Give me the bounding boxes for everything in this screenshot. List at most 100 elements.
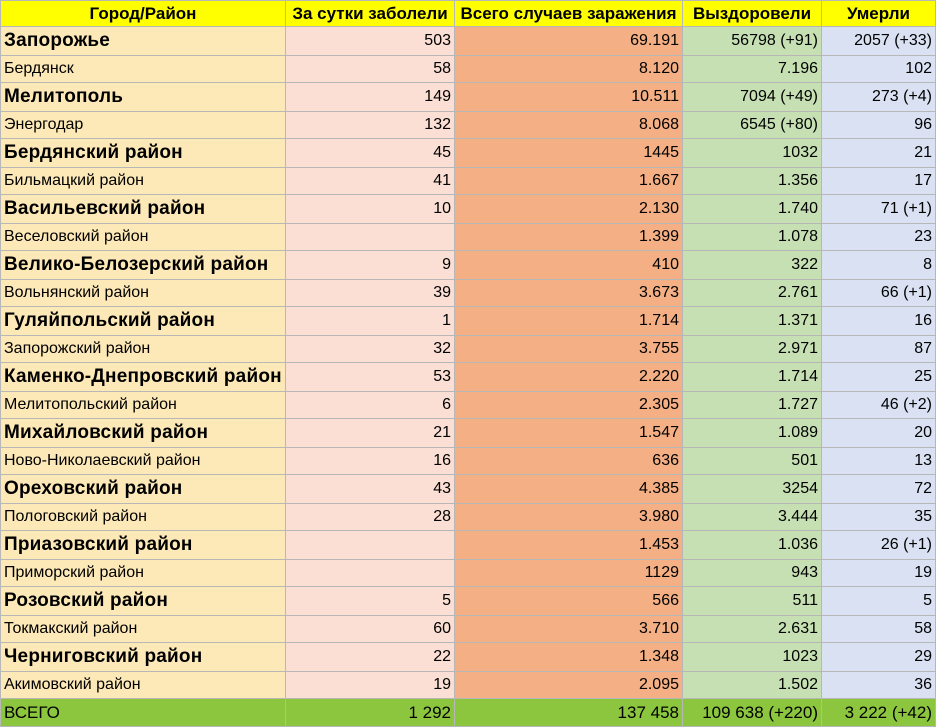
table-row: Пологовский район 28 3.980 3.444 35 [0, 503, 936, 531]
table-row: Веселовский район 1.399 1.078 23 [0, 223, 936, 251]
died-cell: 2057 (+33) [821, 26, 936, 56]
daily-cell: 9 [285, 250, 455, 280]
city-cell: Приазовский район [0, 530, 286, 560]
total-cell: 3.980 [454, 503, 683, 531]
daily-cell: 41 [285, 167, 455, 195]
died-cell: 29 [821, 642, 936, 672]
died-cell: 87 [821, 335, 936, 363]
died-cell: 17 [821, 167, 936, 195]
header-daily: За сутки заболели [285, 0, 455, 27]
daily-cell: 58 [285, 55, 455, 83]
daily-cell: 22 [285, 642, 455, 672]
died-cell: 36 [821, 671, 936, 699]
total-cell: 1445 [454, 138, 683, 168]
died-cell: 66 (+1) [821, 279, 936, 307]
total-cell: 8.120 [454, 55, 683, 83]
daily-cell: 10 [285, 194, 455, 224]
table-row: Приморский район 1129 943 19 [0, 559, 936, 587]
daily-cell: 1 [285, 306, 455, 336]
city-cell: Запорожье [0, 26, 286, 56]
total-cell: 1.348 [454, 642, 683, 672]
city-cell: Гуляйпольский район [0, 306, 286, 336]
total-cell: 10.511 [454, 82, 683, 112]
total-cell: 3.673 [454, 279, 683, 307]
table-row: Ореховский район 43 4.385 3254 72 [0, 474, 936, 504]
died-cell: 5 [821, 586, 936, 616]
died-cell: 72 [821, 474, 936, 504]
died-cell: 19 [821, 559, 936, 587]
daily-cell: 16 [285, 447, 455, 475]
city-cell: Ново-Николаевский район [0, 447, 286, 475]
table-row: Розовский район 5 566 511 5 [0, 586, 936, 616]
recovered-cell: 1.356 [682, 167, 822, 195]
totals-died: 3 222 (+42) [821, 698, 936, 727]
city-cell: Вольнянский район [0, 279, 286, 307]
died-cell: 58 [821, 615, 936, 643]
daily-cell: 53 [285, 362, 455, 392]
died-cell: 71 (+1) [821, 194, 936, 224]
recovered-cell: 3.444 [682, 503, 822, 531]
total-cell: 1.453 [454, 530, 683, 560]
table-row: Приазовский район 1.453 1.036 26 (+1) [0, 530, 936, 560]
table-row: Велико-Белозерский район 9 410 322 8 [0, 250, 936, 280]
died-cell: 20 [821, 418, 936, 448]
died-cell: 25 [821, 362, 936, 392]
table-row: Бердянск 58 8.120 7.196 102 [0, 55, 936, 83]
recovered-cell: 6545 (+80) [682, 111, 822, 139]
daily-cell: 149 [285, 82, 455, 112]
table-row: Мелитопольский район 6 2.305 1.727 46 (+2) [0, 391, 936, 419]
total-cell: 2.220 [454, 362, 683, 392]
total-cell: 2.095 [454, 671, 683, 699]
daily-cell: 6 [285, 391, 455, 419]
daily-cell: 503 [285, 26, 455, 56]
recovered-cell: 1.502 [682, 671, 822, 699]
table-row: Васильевский район 10 2.130 1.740 71 (+1) [0, 194, 936, 224]
died-cell: 21 [821, 138, 936, 168]
total-cell: 4.385 [454, 474, 683, 504]
totals-row: ВСЕГО 1 292 137 458 109 638 (+220) 3 222… [0, 698, 936, 727]
died-cell: 96 [821, 111, 936, 139]
table-row: Бердянский район 45 1445 1032 21 [0, 138, 936, 168]
recovered-cell: 2.971 [682, 335, 822, 363]
recovered-cell: 1.371 [682, 306, 822, 336]
table-row: Запорожский район 32 3.755 2.971 87 [0, 335, 936, 363]
city-cell: Запорожский район [0, 335, 286, 363]
city-cell: Приморский район [0, 559, 286, 587]
city-cell: Михайловский район [0, 418, 286, 448]
total-cell: 636 [454, 447, 683, 475]
table-row: Запорожье 503 69.191 56798 (+91) 2057 (+33) [0, 26, 936, 56]
daily-cell: 19 [285, 671, 455, 699]
recovered-cell: 7.196 [682, 55, 822, 83]
totals-recovered: 109 638 (+220) [682, 698, 822, 727]
city-cell: Бердянский район [0, 138, 286, 168]
total-cell: 2.130 [454, 194, 683, 224]
city-cell: Веселовский район [0, 223, 286, 251]
died-cell: 273 (+4) [821, 82, 936, 112]
recovered-cell: 1.740 [682, 194, 822, 224]
daily-cell: 5 [285, 586, 455, 616]
recovered-cell: 1.727 [682, 391, 822, 419]
city-cell: Токмакский район [0, 615, 286, 643]
recovered-cell: 7094 (+49) [682, 82, 822, 112]
recovered-cell: 3254 [682, 474, 822, 504]
table-row: Каменко-Днепровский район 53 2.220 1.714 25 [0, 362, 936, 392]
table-row: Михайловский район 21 1.547 1.089 20 [0, 418, 936, 448]
recovered-cell: 2.761 [682, 279, 822, 307]
died-cell: 46 (+2) [821, 391, 936, 419]
header-recovered: Выздоровели [682, 0, 822, 27]
city-cell: Черниговский район [0, 642, 286, 672]
daily-cell [285, 559, 455, 587]
died-cell: 16 [821, 306, 936, 336]
daily-cell: 60 [285, 615, 455, 643]
recovered-cell: 1.036 [682, 530, 822, 560]
recovered-cell: 943 [682, 559, 822, 587]
total-cell: 1129 [454, 559, 683, 587]
died-cell: 35 [821, 503, 936, 531]
total-cell: 3.755 [454, 335, 683, 363]
table-row: Токмакский район 60 3.710 2.631 58 [0, 615, 936, 643]
total-cell: 69.191 [454, 26, 683, 56]
header-row: Город/Район За сутки заболели Всего случ… [0, 0, 936, 27]
died-cell: 8 [821, 250, 936, 280]
table-row: Гуляйпольский район 1 1.714 1.371 16 [0, 306, 936, 336]
